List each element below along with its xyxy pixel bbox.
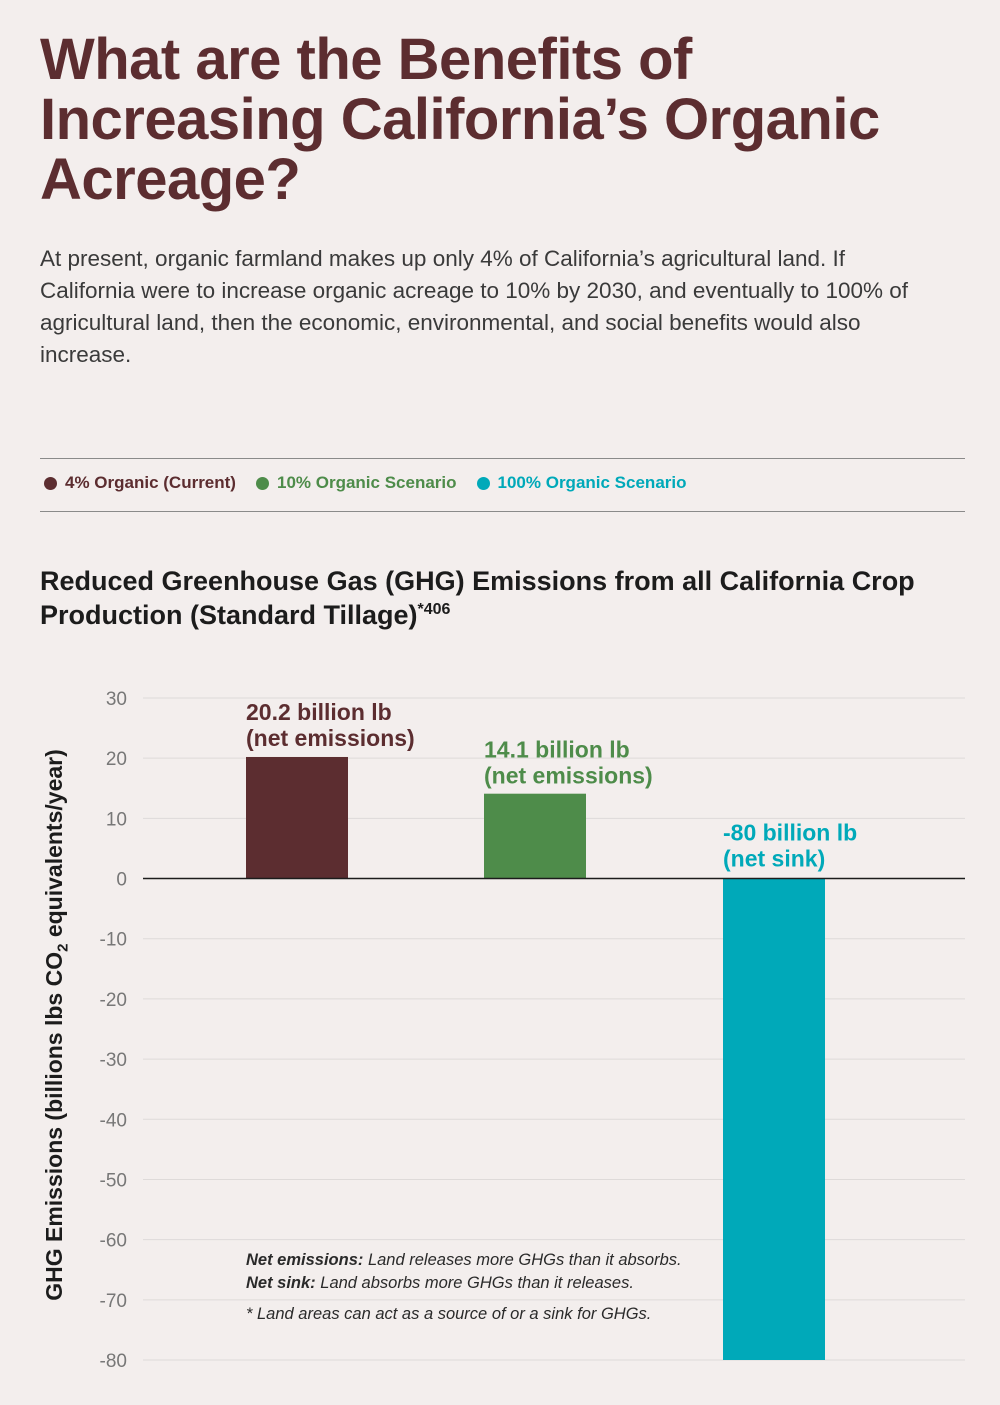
note-footnote: * Land areas can act as a source of or a… [246,1305,652,1323]
bar-data-label-1: 20.2 billion lb [246,699,392,725]
y-tick-label: -20 [100,990,127,1011]
y-tick-label: -10 [100,930,127,951]
note-net-sink: Net sink: Land absorbs more GHGs than it… [246,1272,706,1295]
chart-notes: Net emissions: Land releases more GHGs t… [246,1249,706,1326]
intro-paragraph: At present, organic farmland makes up on… [40,246,909,367]
bar-data-label-1: (net emissions) [246,725,415,751]
y-tick-label: -40 [100,1110,127,1131]
bar-data-label-2: (net emissions) [484,763,653,789]
note-net-sink-term: Net sink: [246,1274,316,1292]
y-tick-label: -80 [100,1351,127,1372]
chart-title-text: Reduced Greenhouse Gas (GHG) Emissions f… [40,566,915,630]
note-net-emissions-term: Net emissions: [246,1251,364,1269]
bar-data-label-3: -80 billion lb [723,820,857,846]
legend-swatch-100-percent [476,476,490,490]
bar-3 [723,878,825,1360]
note-net-sink-text: Land absorbs more GHGs than it releases. [315,1274,634,1292]
bar-1 [246,756,348,879]
y-tick-label: 30 [106,689,127,710]
y-tick-label: 0 [116,870,127,891]
bar-data-label-2: 14.1 billion lb [484,737,630,763]
chart-title-footnote-ref: *406 [417,601,451,618]
y-axis-label-suffix: equivalents/year) [41,749,67,944]
note-net-emissions-text: Land releases more GHGs than it absorbs. [363,1251,682,1269]
legend-label-current: 4% Organic (Current) [65,473,236,492]
y-tick-label: -60 [100,1231,127,1252]
y-axis-label: GHG Emissions (billions lbs CO2 equivale… [40,705,72,1345]
legend: 4% Organic (Current) 10% Organic Scenari… [44,473,687,493]
bar-2 [484,793,586,879]
bar-data-label-3: (net sink) [723,846,825,872]
y-tick-label: 20 [106,749,127,770]
legend-item-current: 4% Organic (Current) [44,473,236,493]
y-tick-label: 10 [106,809,127,830]
legend-item-10-percent: 10% Organic Scenario [255,473,457,493]
legend-top-divider [40,458,965,459]
note-net-emissions: Net emissions: Land releases more GHGs t… [246,1249,706,1272]
legend-label-100-percent: 100% Organic Scenario [497,473,687,492]
y-tick-label: -70 [100,1291,127,1312]
legend-swatch-current [44,476,57,490]
legend-item-100-percent: 100% Organic Scenario [476,473,687,493]
y-tick-label: -30 [100,1050,127,1071]
chart-title: Reduced Greenhouse Gas (GHG) Emissions f… [40,564,970,632]
page-title: What are the Benefits of Increasing Cali… [40,27,880,212]
legend-label-10-percent: 10% Organic Scenario [276,473,457,492]
y-axis-label-subscript: 2 [54,943,72,952]
y-tick-label: -50 [100,1170,127,1191]
legend-swatch-10-percent [255,476,269,490]
y-axis-label-prefix: GHG Emissions (billions lbs CO [41,951,67,1301]
legend-bottom-divider [40,511,965,512]
